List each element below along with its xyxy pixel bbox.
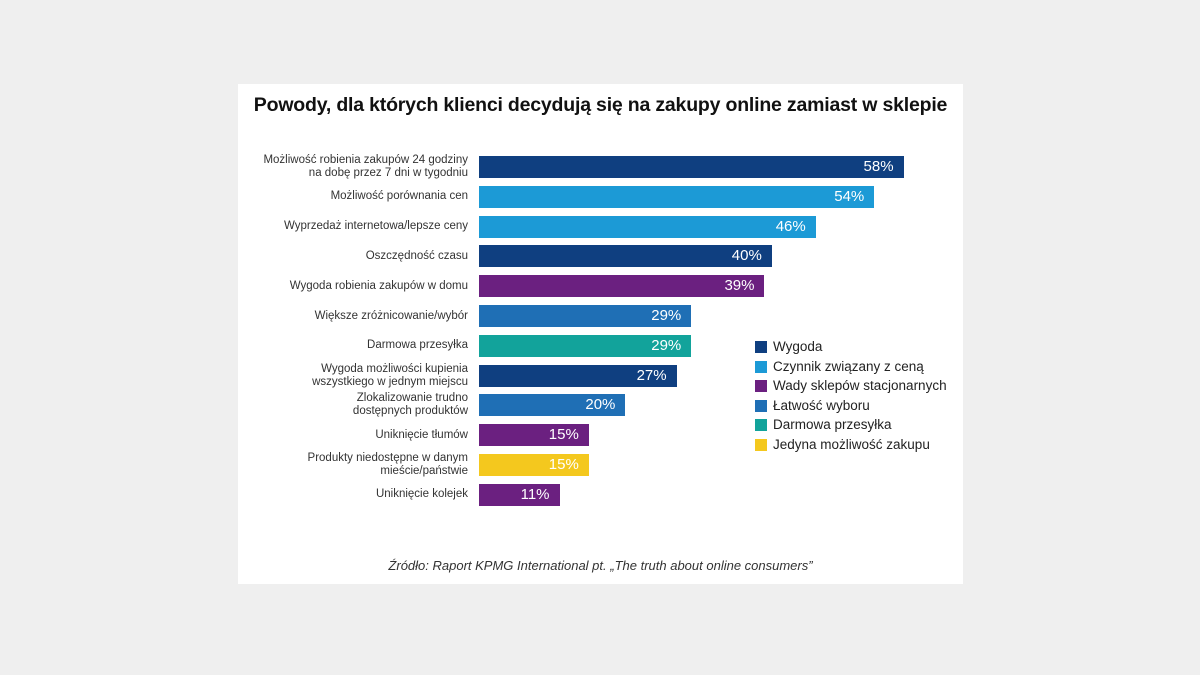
category-label: Zlokalizowanie trudno dostępnych produktó… bbox=[352, 392, 468, 418]
legend-swatch bbox=[755, 438, 767, 451]
category-label: Większe zróżnicowanie/wybór bbox=[314, 309, 468, 322]
bar-value-label: 20% bbox=[585, 396, 616, 414]
legend-swatch bbox=[755, 419, 767, 431]
legend-label: Jedyna możliwość zakupu bbox=[773, 436, 930, 452]
legend-label: Łatwość wyboru bbox=[773, 397, 870, 413]
bar-value-label: 58% bbox=[863, 158, 894, 175]
category-label: Wygoda robienia zakupów w domu bbox=[289, 279, 468, 292]
bar bbox=[479, 275, 765, 298]
legend-label: Darmowa przesyłka bbox=[773, 417, 892, 432]
category-label: Oszczędność czasu bbox=[365, 249, 468, 262]
category-label: Darmowa przesyłka bbox=[367, 339, 468, 352]
category-label: Produkty niedostępne w danym mieście/pańs… bbox=[307, 452, 468, 477]
bar-value-label: 39% bbox=[724, 277, 755, 295]
bar-value-label: 27% bbox=[636, 366, 667, 384]
legend-label: Czynnik związany z ceną bbox=[773, 358, 924, 374]
bar bbox=[479, 305, 692, 327]
bar bbox=[479, 185, 875, 208]
chart-card: Powody, dla których klienci decydują się… bbox=[238, 84, 963, 584]
bar bbox=[479, 156, 904, 178]
legend-swatch bbox=[755, 360, 767, 373]
legend-swatch bbox=[755, 399, 767, 412]
bar-value-label: 29% bbox=[651, 336, 682, 354]
bar-value-label: 15% bbox=[548, 456, 579, 473]
bar bbox=[479, 454, 589, 476]
bar-value-label: 46% bbox=[775, 217, 806, 235]
bar bbox=[479, 394, 626, 417]
bar bbox=[479, 245, 772, 268]
legend-label: Wady sklepów stacjonarnych bbox=[773, 378, 947, 393]
category-label: Wyprzedaż internetowa/lepsze ceny bbox=[284, 220, 468, 233]
bar bbox=[479, 424, 589, 447]
legend-swatch bbox=[755, 380, 767, 392]
bar bbox=[479, 334, 692, 357]
category-label: Możliwość robienia zakupów 24 godziny na … bbox=[263, 154, 468, 179]
legend-swatch bbox=[755, 341, 767, 353]
bar-value-label: 29% bbox=[651, 307, 682, 324]
source-note: Źródło: Raport KPMG International pt. „T… bbox=[388, 558, 813, 573]
category-label: Uniknięcie tłumów bbox=[375, 428, 468, 441]
bar-value-label: 15% bbox=[548, 426, 579, 444]
chart-title: Powody, dla których klienci decydują się… bbox=[253, 94, 948, 116]
category-label: Możliwość porównania cen bbox=[330, 190, 468, 203]
bar-value-label: 40% bbox=[731, 247, 762, 265]
bar bbox=[479, 364, 677, 387]
bar bbox=[479, 483, 560, 506]
category-label: Wygoda możliwości kupienia wszystkiego w … bbox=[312, 362, 468, 388]
bar-value-label: 11% bbox=[520, 485, 550, 503]
bar-value-label: 54% bbox=[834, 187, 865, 205]
legend-label: Wygoda bbox=[773, 339, 823, 354]
bar bbox=[479, 215, 816, 238]
category-label: Uniknięcie kolejek bbox=[375, 488, 468, 501]
